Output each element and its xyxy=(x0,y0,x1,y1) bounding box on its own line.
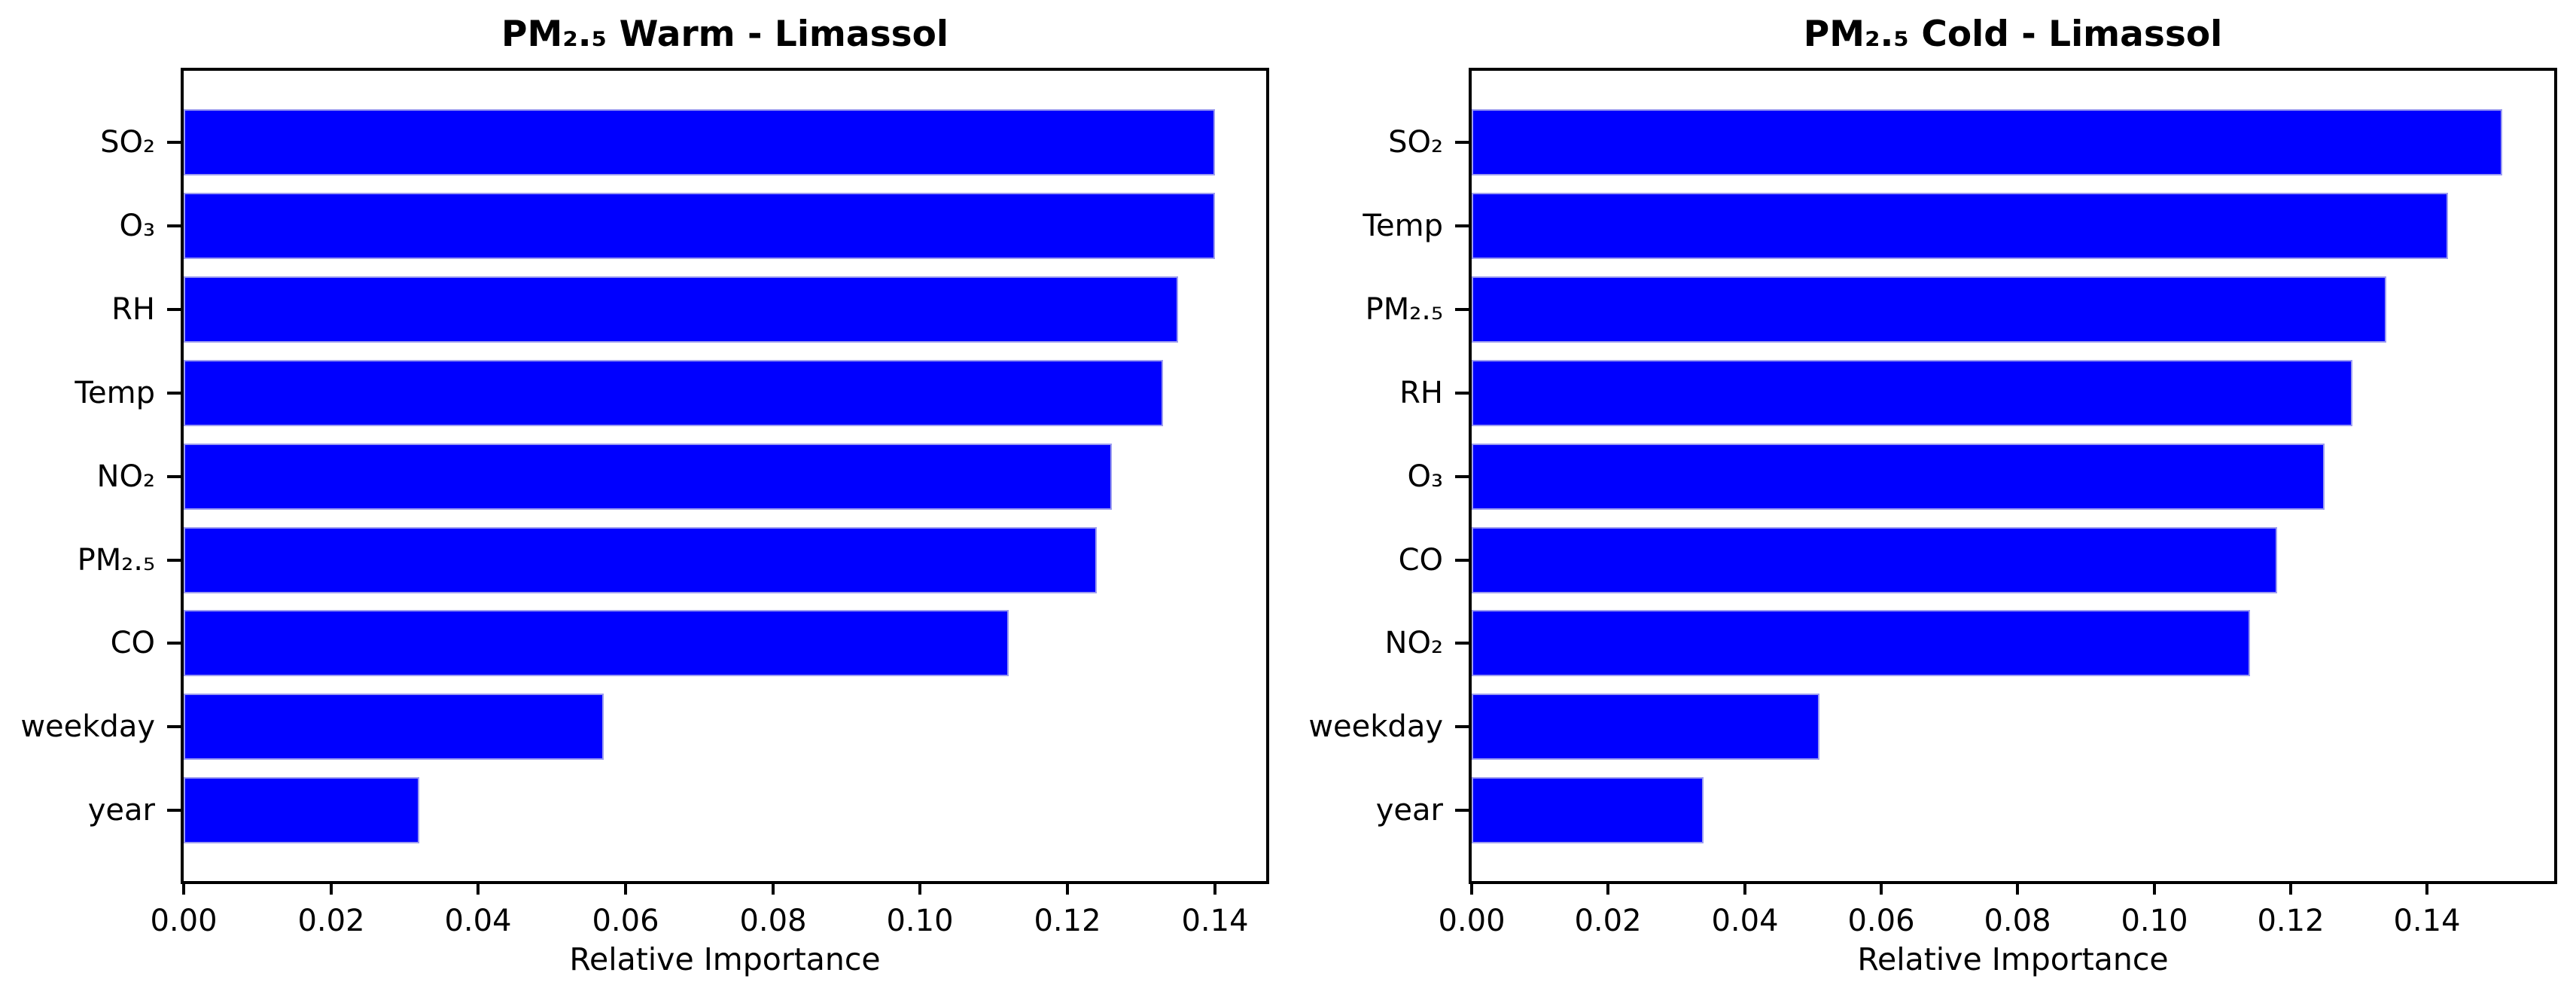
y-tick-label: PM₂.₅ xyxy=(1365,292,1443,327)
bar-NO₂ xyxy=(1472,610,2250,676)
bar-SO₂ xyxy=(1472,109,2502,175)
x-tick xyxy=(1213,884,1216,895)
y-tick-label: SO₂ xyxy=(100,125,155,160)
x-tick-label: 0.06 xyxy=(592,904,659,938)
y-tick xyxy=(167,392,181,395)
y-tick-label: PM₂.₅ xyxy=(77,543,155,578)
bar-weekday xyxy=(1472,694,1819,760)
x-tick-label: 0.02 xyxy=(1574,904,1642,938)
bar-Temp xyxy=(1472,193,2448,259)
bar-O₃ xyxy=(184,193,1215,259)
bar-PM₂.₅ xyxy=(184,527,1097,593)
plot-area xyxy=(181,68,1269,884)
chart-title: PM₂.₅ Cold - Limassol xyxy=(1803,14,2223,55)
x-tick xyxy=(1880,884,1883,895)
bar-RH xyxy=(1472,360,2352,426)
x-tick xyxy=(1470,884,1473,895)
y-tick xyxy=(167,141,181,144)
x-tick xyxy=(477,884,480,895)
x-tick-label: 0.08 xyxy=(739,904,807,938)
y-tick xyxy=(167,725,181,728)
y-tick-label: RH xyxy=(111,292,155,327)
y-tick xyxy=(1455,809,1469,812)
y-tick xyxy=(1455,308,1469,311)
y-tick xyxy=(167,308,181,311)
x-tick xyxy=(2289,884,2292,895)
x-tick xyxy=(1066,884,1069,895)
bar-CO xyxy=(184,610,1009,676)
y-tick xyxy=(1455,559,1469,562)
chart-title: PM₂.₅ Warm - Limassol xyxy=(501,14,948,55)
x-tick xyxy=(330,884,333,895)
bar-year xyxy=(184,777,419,843)
bar-CO xyxy=(1472,527,2277,593)
y-tick-label: CO xyxy=(1398,543,1443,578)
y-tick xyxy=(1455,224,1469,227)
y-tick-label: year xyxy=(1375,793,1443,828)
bar-Temp xyxy=(184,360,1163,426)
y-tick-label: NO₂ xyxy=(96,459,155,494)
y-tick-label: RH xyxy=(1399,376,1443,410)
y-tick-label: CO xyxy=(110,626,155,660)
x-tick-label: 0.00 xyxy=(1438,904,1506,938)
y-tick-label: SO₂ xyxy=(1388,125,1443,160)
y-tick xyxy=(1455,392,1469,395)
y-tick-label: O₃ xyxy=(119,209,155,243)
x-tick xyxy=(2425,884,2428,895)
x-axis-label: Relative Importance xyxy=(1857,941,2169,977)
y-tick xyxy=(167,475,181,478)
y-tick-label: weekday xyxy=(20,709,155,744)
y-tick-label: NO₂ xyxy=(1384,626,1443,660)
y-tick xyxy=(167,559,181,562)
x-tick xyxy=(772,884,775,895)
plot-area xyxy=(1469,68,2557,884)
x-tick-label: 0.10 xyxy=(886,904,954,938)
y-tick-label: year xyxy=(87,793,155,828)
y-tick-label: weekday xyxy=(1308,709,1443,744)
x-tick xyxy=(1743,884,1746,895)
x-tick xyxy=(1606,884,1609,895)
x-tick xyxy=(918,884,921,895)
x-tick-label: 0.06 xyxy=(1847,904,1915,938)
y-tick xyxy=(167,224,181,227)
y-tick xyxy=(1455,725,1469,728)
x-tick-label: 0.12 xyxy=(2257,904,2325,938)
x-tick-label: 0.14 xyxy=(1181,904,1249,938)
x-tick xyxy=(2016,884,2019,895)
x-tick xyxy=(624,884,627,895)
x-tick-label: 0.04 xyxy=(1711,904,1779,938)
x-tick-label: 0.02 xyxy=(297,904,365,938)
bar-year xyxy=(1472,777,1704,843)
x-axis-label: Relative Importance xyxy=(569,941,881,977)
bar-O₃ xyxy=(1472,444,2325,510)
x-tick-label: 0.08 xyxy=(1984,904,2051,938)
y-tick xyxy=(167,642,181,645)
y-tick-label: Temp xyxy=(1363,209,1443,243)
x-tick xyxy=(182,884,185,895)
x-tick-label: 0.10 xyxy=(2121,904,2188,938)
y-tick xyxy=(1455,141,1469,144)
y-tick-label: Temp xyxy=(75,376,155,410)
bar-RH xyxy=(184,276,1178,343)
x-tick-label: 0.04 xyxy=(444,904,512,938)
y-tick xyxy=(1455,475,1469,478)
x-tick-label: 0.14 xyxy=(2393,904,2461,938)
bar-PM₂.₅ xyxy=(1472,276,2386,343)
x-tick xyxy=(2153,884,2156,895)
y-tick xyxy=(1455,642,1469,645)
bar-NO₂ xyxy=(184,444,1112,510)
y-tick-label: O₃ xyxy=(1407,459,1443,494)
x-tick-label: 0.00 xyxy=(150,904,218,938)
x-tick-label: 0.12 xyxy=(1034,904,1101,938)
bar-weekday xyxy=(184,694,604,760)
bar-SO₂ xyxy=(184,109,1215,175)
y-tick xyxy=(167,809,181,812)
